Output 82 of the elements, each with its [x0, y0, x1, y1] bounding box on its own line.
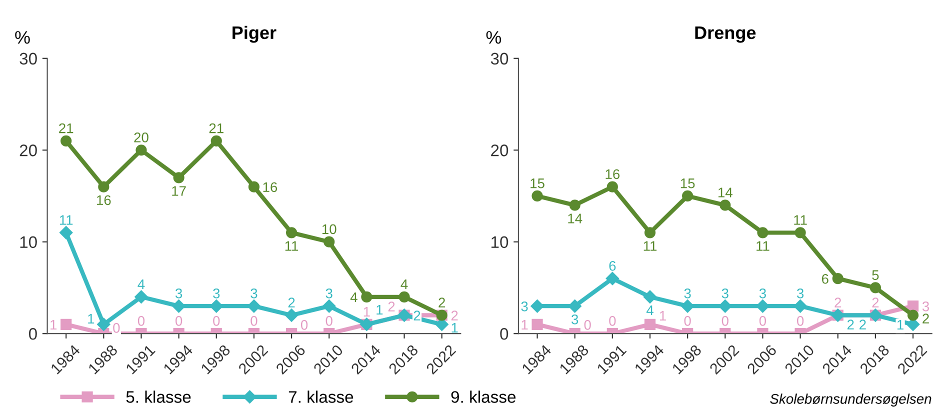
y-axis-title: % — [486, 31, 502, 44]
legend-label: 7. klasse — [288, 390, 354, 403]
data-label: 3 — [684, 288, 691, 298]
data-label: 16 — [606, 169, 620, 180]
data-label: 16 — [263, 182, 278, 192]
data-label: 4 — [350, 292, 358, 302]
data-label: 2 — [438, 298, 445, 308]
text: Skolebørnsundersøgelsen — [770, 394, 932, 407]
data-label: 0 — [684, 316, 691, 326]
data-label: 1 — [50, 320, 57, 330]
data-label: 1 — [452, 322, 458, 333]
data-label: 2 — [451, 310, 458, 320]
data-label: 3 — [521, 302, 528, 312]
data-label: 4 — [400, 279, 408, 290]
y-tick-label: 30 — [20, 52, 37, 65]
data-label: 2 — [872, 298, 879, 308]
data-label: 1 — [88, 314, 94, 324]
data-label: 15 — [530, 178, 544, 188]
data-label: 3 — [722, 288, 728, 298]
y-tick-label: 0 — [28, 328, 37, 340]
data-label: 3 — [572, 314, 578, 324]
data-label: 0 — [300, 320, 308, 330]
data-label: 21 — [209, 123, 224, 134]
chart-title: Piger — [232, 26, 276, 43]
data-label: 2 — [847, 320, 854, 330]
data-label: 3 — [922, 302, 930, 312]
y-tick-label: 20 — [20, 144, 37, 156]
data-label: 11 — [285, 241, 298, 251]
data-label: 3 — [213, 288, 220, 298]
data-label: 11 — [756, 241, 770, 251]
data-label: 11 — [794, 215, 807, 225]
data-label: 3 — [175, 288, 182, 298]
y-tick-label: 0 — [500, 328, 508, 340]
y-tick-label: 30 — [490, 52, 508, 65]
data-label: 17 — [172, 186, 186, 196]
data-label: 2 — [414, 310, 420, 320]
data-label: 11 — [60, 215, 73, 225]
data-label: 14 — [568, 214, 582, 224]
data-label: 6 — [822, 274, 828, 284]
y-axis-title: % — [15, 31, 30, 44]
data-label: 0 — [175, 316, 182, 326]
data-label: 3 — [326, 288, 332, 298]
data-label: 4 — [646, 305, 654, 316]
data-label: 2 — [834, 298, 842, 308]
data-label: 2 — [860, 320, 866, 330]
y-tick-label: 20 — [491, 144, 508, 156]
data-label: 6 — [609, 260, 616, 271]
data-label: 0 — [796, 316, 804, 326]
legend-label: 5. klasse — [126, 390, 191, 403]
data-label: 0 — [250, 316, 258, 326]
data-label: 14 — [718, 188, 732, 198]
data-label: 20 — [134, 132, 148, 142]
data-label: 2 — [288, 298, 295, 308]
data-label: 0 — [326, 316, 332, 326]
chart-title: Drenge — [695, 26, 756, 43]
data-label: 1 — [364, 306, 370, 317]
data-label: 5 — [872, 270, 879, 280]
data-label: 11 — [644, 241, 657, 251]
y-tick-label: 10 — [492, 236, 508, 248]
data-label: 16 — [97, 195, 111, 206]
data-label: 15 — [680, 178, 695, 188]
y-tick-label: 10 — [20, 236, 37, 248]
data-label: 0 — [759, 316, 766, 326]
data-label: 0 — [722, 316, 728, 326]
data-label: 3 — [759, 288, 766, 298]
data-label: 0 — [138, 316, 145, 326]
legend-label: 9. klasse — [451, 390, 516, 403]
data-label: 0 — [584, 320, 591, 330]
data-label: 0 — [609, 316, 616, 326]
data-label: 3 — [796, 288, 804, 298]
data-label: 1 — [660, 310, 666, 321]
data-label: 1 — [522, 320, 528, 330]
data-label: 21 — [59, 123, 74, 134]
data-label: 4 — [138, 279, 145, 290]
data-label: 2 — [922, 314, 929, 324]
data-label: 0 — [213, 316, 220, 326]
data-label: 1 — [897, 320, 904, 330]
data-label: 10 — [322, 224, 336, 234]
data-label: 3 — [250, 288, 258, 298]
data-label: 2 — [388, 302, 395, 312]
data-label: 1 — [376, 304, 383, 315]
data-label: 0 — [113, 323, 120, 333]
